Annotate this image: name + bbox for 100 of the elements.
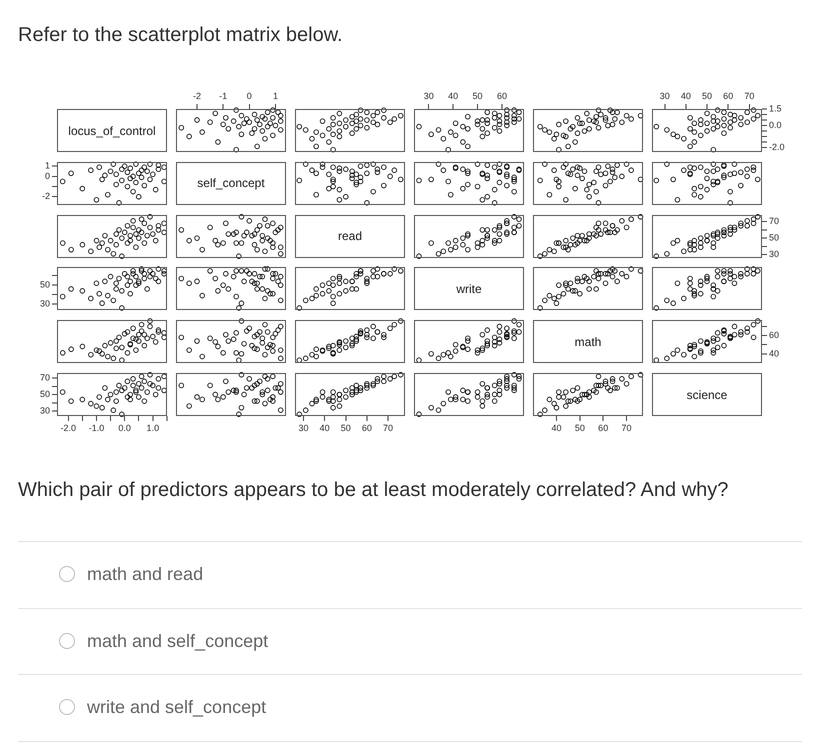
point xyxy=(364,110,370,116)
point xyxy=(144,168,150,174)
point xyxy=(215,396,221,402)
point xyxy=(568,171,574,177)
point xyxy=(278,250,284,256)
point xyxy=(142,398,148,404)
point xyxy=(738,115,744,120)
point xyxy=(474,389,480,395)
point xyxy=(554,240,560,246)
point xyxy=(88,352,94,358)
point xyxy=(744,166,750,172)
point xyxy=(241,392,247,398)
point xyxy=(738,222,744,228)
point xyxy=(610,166,616,172)
point xyxy=(343,124,348,130)
point xyxy=(326,126,332,132)
point xyxy=(99,240,105,246)
point xyxy=(446,389,451,395)
point xyxy=(226,230,232,236)
point xyxy=(260,389,266,395)
point xyxy=(270,220,276,226)
point xyxy=(484,110,490,115)
point xyxy=(358,108,364,113)
point xyxy=(330,178,336,184)
point xyxy=(721,116,727,122)
point xyxy=(492,343,498,348)
point xyxy=(364,276,370,282)
point xyxy=(238,240,244,246)
point xyxy=(416,253,422,259)
point xyxy=(484,343,490,348)
text: math and read xyxy=(87,563,204,585)
point xyxy=(460,139,466,145)
point xyxy=(142,343,148,348)
point xyxy=(138,216,144,222)
point xyxy=(60,178,66,184)
point xyxy=(474,394,480,400)
text: math xyxy=(574,334,602,349)
point xyxy=(88,400,94,406)
point xyxy=(354,126,360,132)
point xyxy=(465,338,470,344)
point xyxy=(60,389,66,395)
point xyxy=(537,306,543,312)
point xyxy=(602,182,608,188)
point xyxy=(278,298,284,304)
y-tick-label: 1 xyxy=(44,160,50,170)
point xyxy=(596,226,602,232)
point xyxy=(234,107,239,113)
point xyxy=(452,238,458,243)
point xyxy=(692,246,698,252)
point xyxy=(692,288,698,294)
point xyxy=(732,332,738,338)
point xyxy=(574,130,580,136)
point xyxy=(619,218,625,224)
point xyxy=(614,226,620,232)
x-tick-label: 70 xyxy=(744,91,754,102)
point xyxy=(572,288,578,294)
point xyxy=(710,336,716,342)
point xyxy=(272,331,278,337)
point xyxy=(124,378,130,384)
point xyxy=(270,291,276,297)
point xyxy=(687,115,693,120)
point xyxy=(130,188,136,194)
point xyxy=(136,194,142,200)
point xyxy=(732,117,738,123)
point xyxy=(364,385,370,391)
point xyxy=(511,214,517,220)
point xyxy=(220,240,226,246)
point xyxy=(122,385,128,391)
point xyxy=(568,280,574,286)
point xyxy=(136,226,142,232)
point xyxy=(681,296,686,302)
point xyxy=(416,412,422,417)
point xyxy=(99,351,105,357)
x-tick-label: 70 xyxy=(383,422,394,433)
point xyxy=(593,382,599,388)
point xyxy=(150,230,156,236)
point xyxy=(330,276,336,282)
point xyxy=(492,240,498,246)
point xyxy=(452,394,458,400)
point xyxy=(268,238,273,243)
point xyxy=(732,324,738,330)
point xyxy=(102,343,108,348)
x-tick-label: 60 xyxy=(723,91,734,102)
point xyxy=(130,336,136,342)
point xyxy=(392,167,398,173)
x-tick-label: -2 xyxy=(193,91,202,102)
point xyxy=(664,356,670,362)
point xyxy=(591,274,597,280)
point xyxy=(119,388,125,394)
point xyxy=(570,124,576,130)
point xyxy=(241,120,247,126)
point xyxy=(698,132,704,138)
point xyxy=(484,130,490,136)
point xyxy=(349,343,355,348)
point xyxy=(452,348,458,354)
point xyxy=(710,168,716,174)
point xyxy=(358,163,364,169)
point xyxy=(570,235,576,240)
point xyxy=(358,388,364,394)
point xyxy=(270,276,276,282)
